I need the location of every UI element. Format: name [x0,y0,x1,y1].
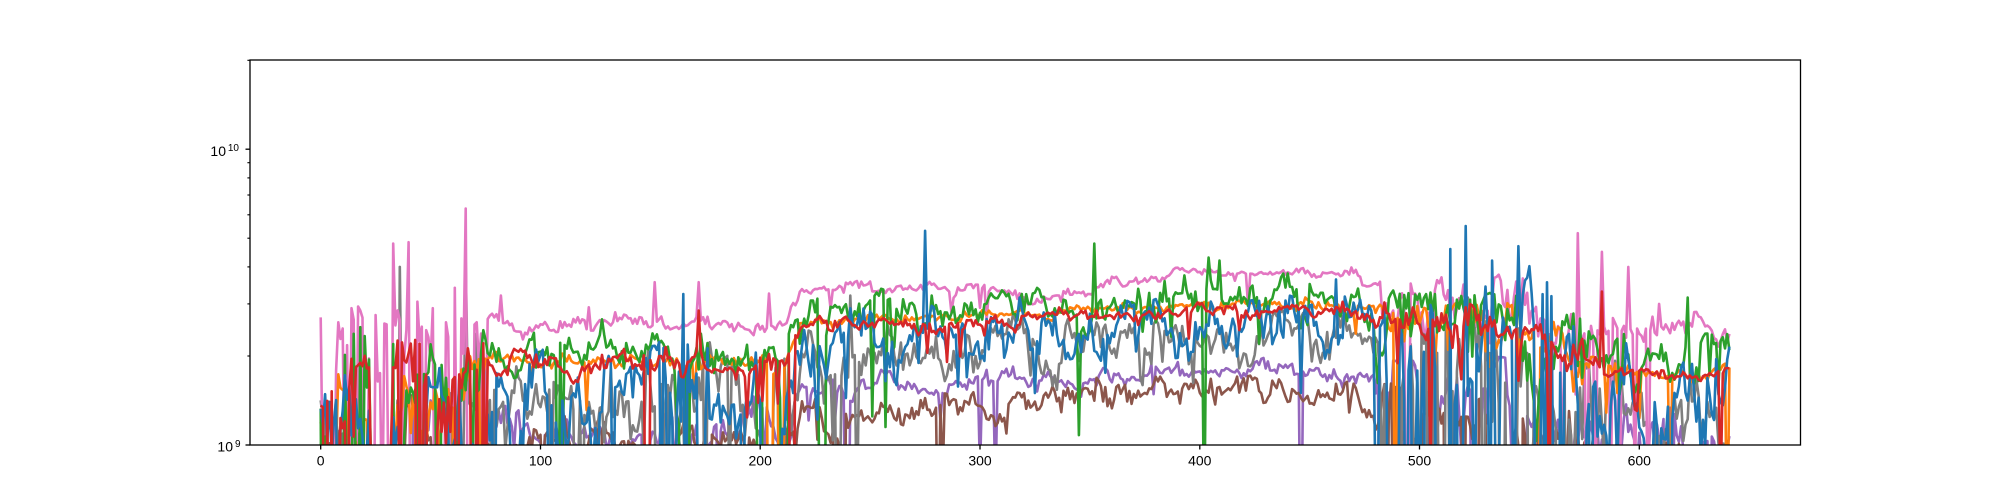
svg-text:100: 100 [529,453,553,469]
svg-text:10: 10 [210,143,226,159]
svg-text:9: 9 [235,439,241,450]
svg-text:400: 400 [1188,453,1212,469]
svg-text:10: 10 [228,143,240,154]
svg-text:10: 10 [217,439,233,455]
svg-text:0: 0 [317,453,325,469]
svg-text:500: 500 [1408,453,1432,469]
svg-text:300: 300 [968,453,992,469]
svg-text:200: 200 [749,453,773,469]
svg-text:600: 600 [1628,453,1652,469]
